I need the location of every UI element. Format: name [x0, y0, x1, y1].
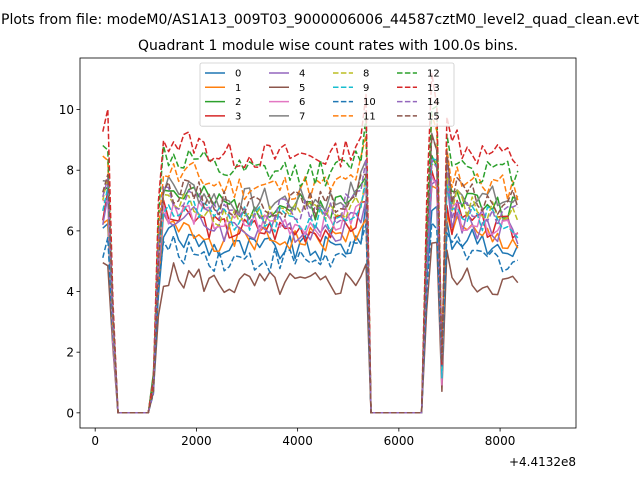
- series-line-5: [102, 241, 519, 414]
- series-line-10: [102, 222, 519, 414]
- series-line-12: [102, 105, 519, 414]
- series-line-15: [102, 134, 519, 414]
- legend-label-15: 15: [427, 111, 440, 122]
- series-line-14: [102, 158, 519, 414]
- legend-label-12: 12: [427, 69, 440, 80]
- y-tick-label: 8: [66, 164, 74, 178]
- series-line-7: [102, 132, 519, 414]
- x-tick-label: 2000: [181, 434, 212, 448]
- legend-box: [199, 62, 455, 127]
- y-tick-label: 2: [66, 346, 74, 360]
- series-line-9: [102, 157, 519, 414]
- series-line-0: [102, 202, 519, 414]
- y-tick-label: 6: [66, 224, 74, 238]
- y-tick-label: 0: [66, 406, 74, 420]
- chart-title: Quadrant 1 module wise count rates with …: [138, 38, 518, 54]
- legend-label-6: 6: [299, 97, 305, 108]
- x-tick-label: 8000: [485, 434, 516, 448]
- y-tick-label: 10: [59, 103, 74, 117]
- x-tick-label: 4000: [282, 434, 313, 448]
- legend-label-9: 9: [363, 83, 369, 94]
- legend-label-8: 8: [363, 69, 369, 80]
- series-line-4: [102, 179, 519, 414]
- series-line-1: [102, 185, 519, 414]
- legend-label-11: 11: [363, 111, 376, 122]
- legend-label-4: 4: [299, 69, 305, 80]
- series-lines: [102, 72, 519, 414]
- x-tick-label: 6000: [384, 434, 415, 448]
- legend-label-5: 5: [299, 83, 305, 94]
- legend-label-3: 3: [235, 111, 241, 122]
- legend-label-14: 14: [427, 97, 440, 108]
- legend-label-1: 1: [235, 83, 241, 94]
- figure-suptitle: Plots from file: modeM0/AS1A13_009T03_90…: [1, 12, 639, 28]
- y-tick-label: 4: [66, 285, 74, 299]
- x-offset-label: +4.4132e8: [509, 455, 576, 469]
- y-axis: 0 2 4 6 8 10: [59, 103, 80, 420]
- series-line-13: [102, 72, 519, 414]
- x-axis: 0 2000 4000 6000 8000: [91, 428, 515, 448]
- legend-label-13: 13: [427, 83, 440, 94]
- plot-frame: [79, 57, 577, 429]
- x-tick-label: 0: [91, 434, 99, 448]
- legend-label-0: 0: [235, 69, 241, 80]
- series-line-3: [102, 170, 519, 414]
- legend-label-2: 2: [235, 97, 241, 108]
- legend-label-10: 10: [363, 97, 376, 108]
- legend-label-7: 7: [299, 111, 305, 122]
